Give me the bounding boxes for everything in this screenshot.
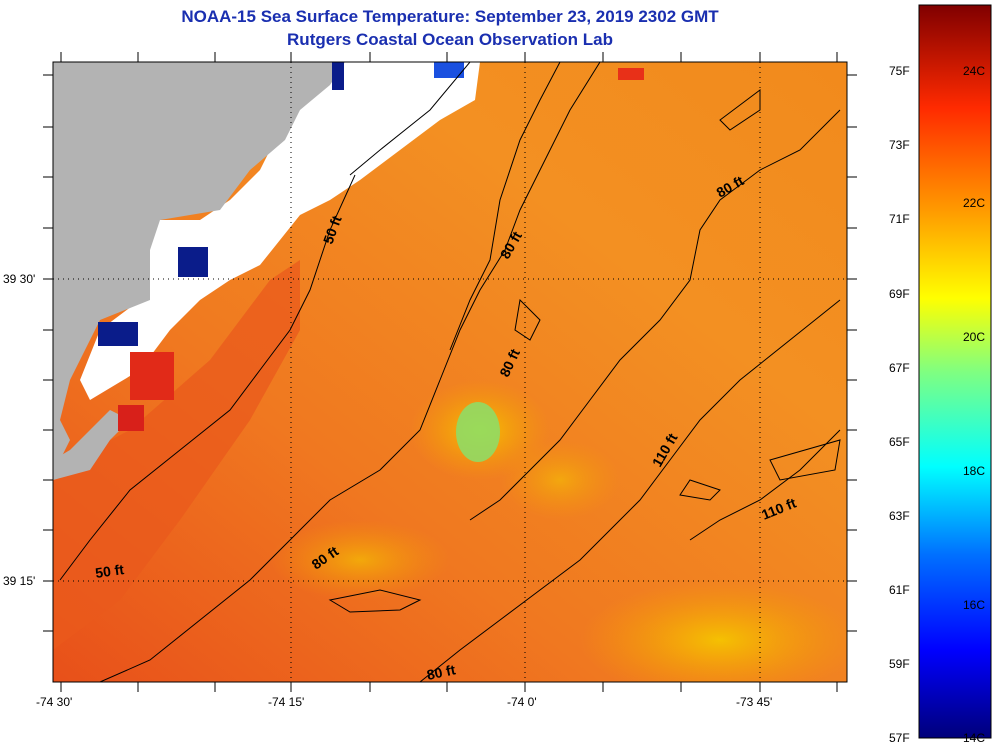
contour-island [719,89,761,131]
land-cape [53,410,130,480]
contour-label: 80 ft [425,661,457,683]
cool-patch [270,520,450,600]
colorbar-label-f: 67F [889,361,910,375]
colorbar-label-f: 61F [889,583,910,597]
colorbar-label-c: 20C [963,330,986,344]
colorbar [918,4,992,739]
colorbar-label-f: 59F [889,657,910,671]
contour-110ft [419,299,841,682]
cloud-mask [80,62,480,400]
colorbar-label-c: 14C [963,731,986,745]
cold-spot [456,402,500,462]
cool-patch [500,440,620,520]
frame-ticks [43,52,857,692]
cold-pixels [98,322,138,346]
contour-label: 50 ft [94,561,125,581]
graticule [53,62,847,682]
contour-50ft [59,174,356,581]
lon-label: -73 45' [736,695,773,709]
warm-coastal-band [53,260,300,650]
contour-110ft [689,429,841,541]
colorbar-label-c: 16C [963,598,986,612]
cool-patch [580,580,847,682]
colorbar-label-c: 22C [963,196,986,210]
contour-50ft [349,62,471,176]
colorbar-label-f: 65F [889,435,910,449]
map-title: NOAA-15 Sea Surface Temperature: Septemb… [181,7,719,26]
map-subtitle: Rutgers Coastal Ocean Observation Lab [287,30,613,49]
lon-label: -74 30' [36,695,73,709]
cold-pixels [434,62,464,78]
lon-label: -74 0' [507,695,537,709]
contour-island [679,479,721,501]
lon-label: -74 15' [268,695,305,709]
contour-island [328,589,422,613]
hot-pixels [130,352,174,400]
cold-pixels [332,62,344,90]
colorbar-label-c: 24C [963,64,986,78]
contour-island [769,439,841,481]
contour-island [514,298,541,341]
hot-pixels [118,405,144,431]
cold-pixels [178,247,208,277]
colorbar-label-f: 71F [889,212,910,226]
land-new-jersey [53,62,345,480]
lat-label: 39 15' [3,574,36,588]
map-frame [52,61,848,683]
bathymetry-contours [59,62,841,682]
contour-80ft [449,62,561,351]
colorbar-label-f: 63F [889,509,910,523]
contour-80ft [99,62,601,682]
colorbar-label-c: 18C [963,464,986,478]
lat-label: 39 30' [3,272,36,286]
colorbar-label-f: 57F [889,731,910,745]
hot-pixels [618,68,644,80]
contour-80ft [469,109,841,521]
colorbar-label-f: 75F [889,64,910,78]
colorbar-label-f: 73F [889,138,910,152]
colorbar-label-f: 69F [889,287,910,301]
